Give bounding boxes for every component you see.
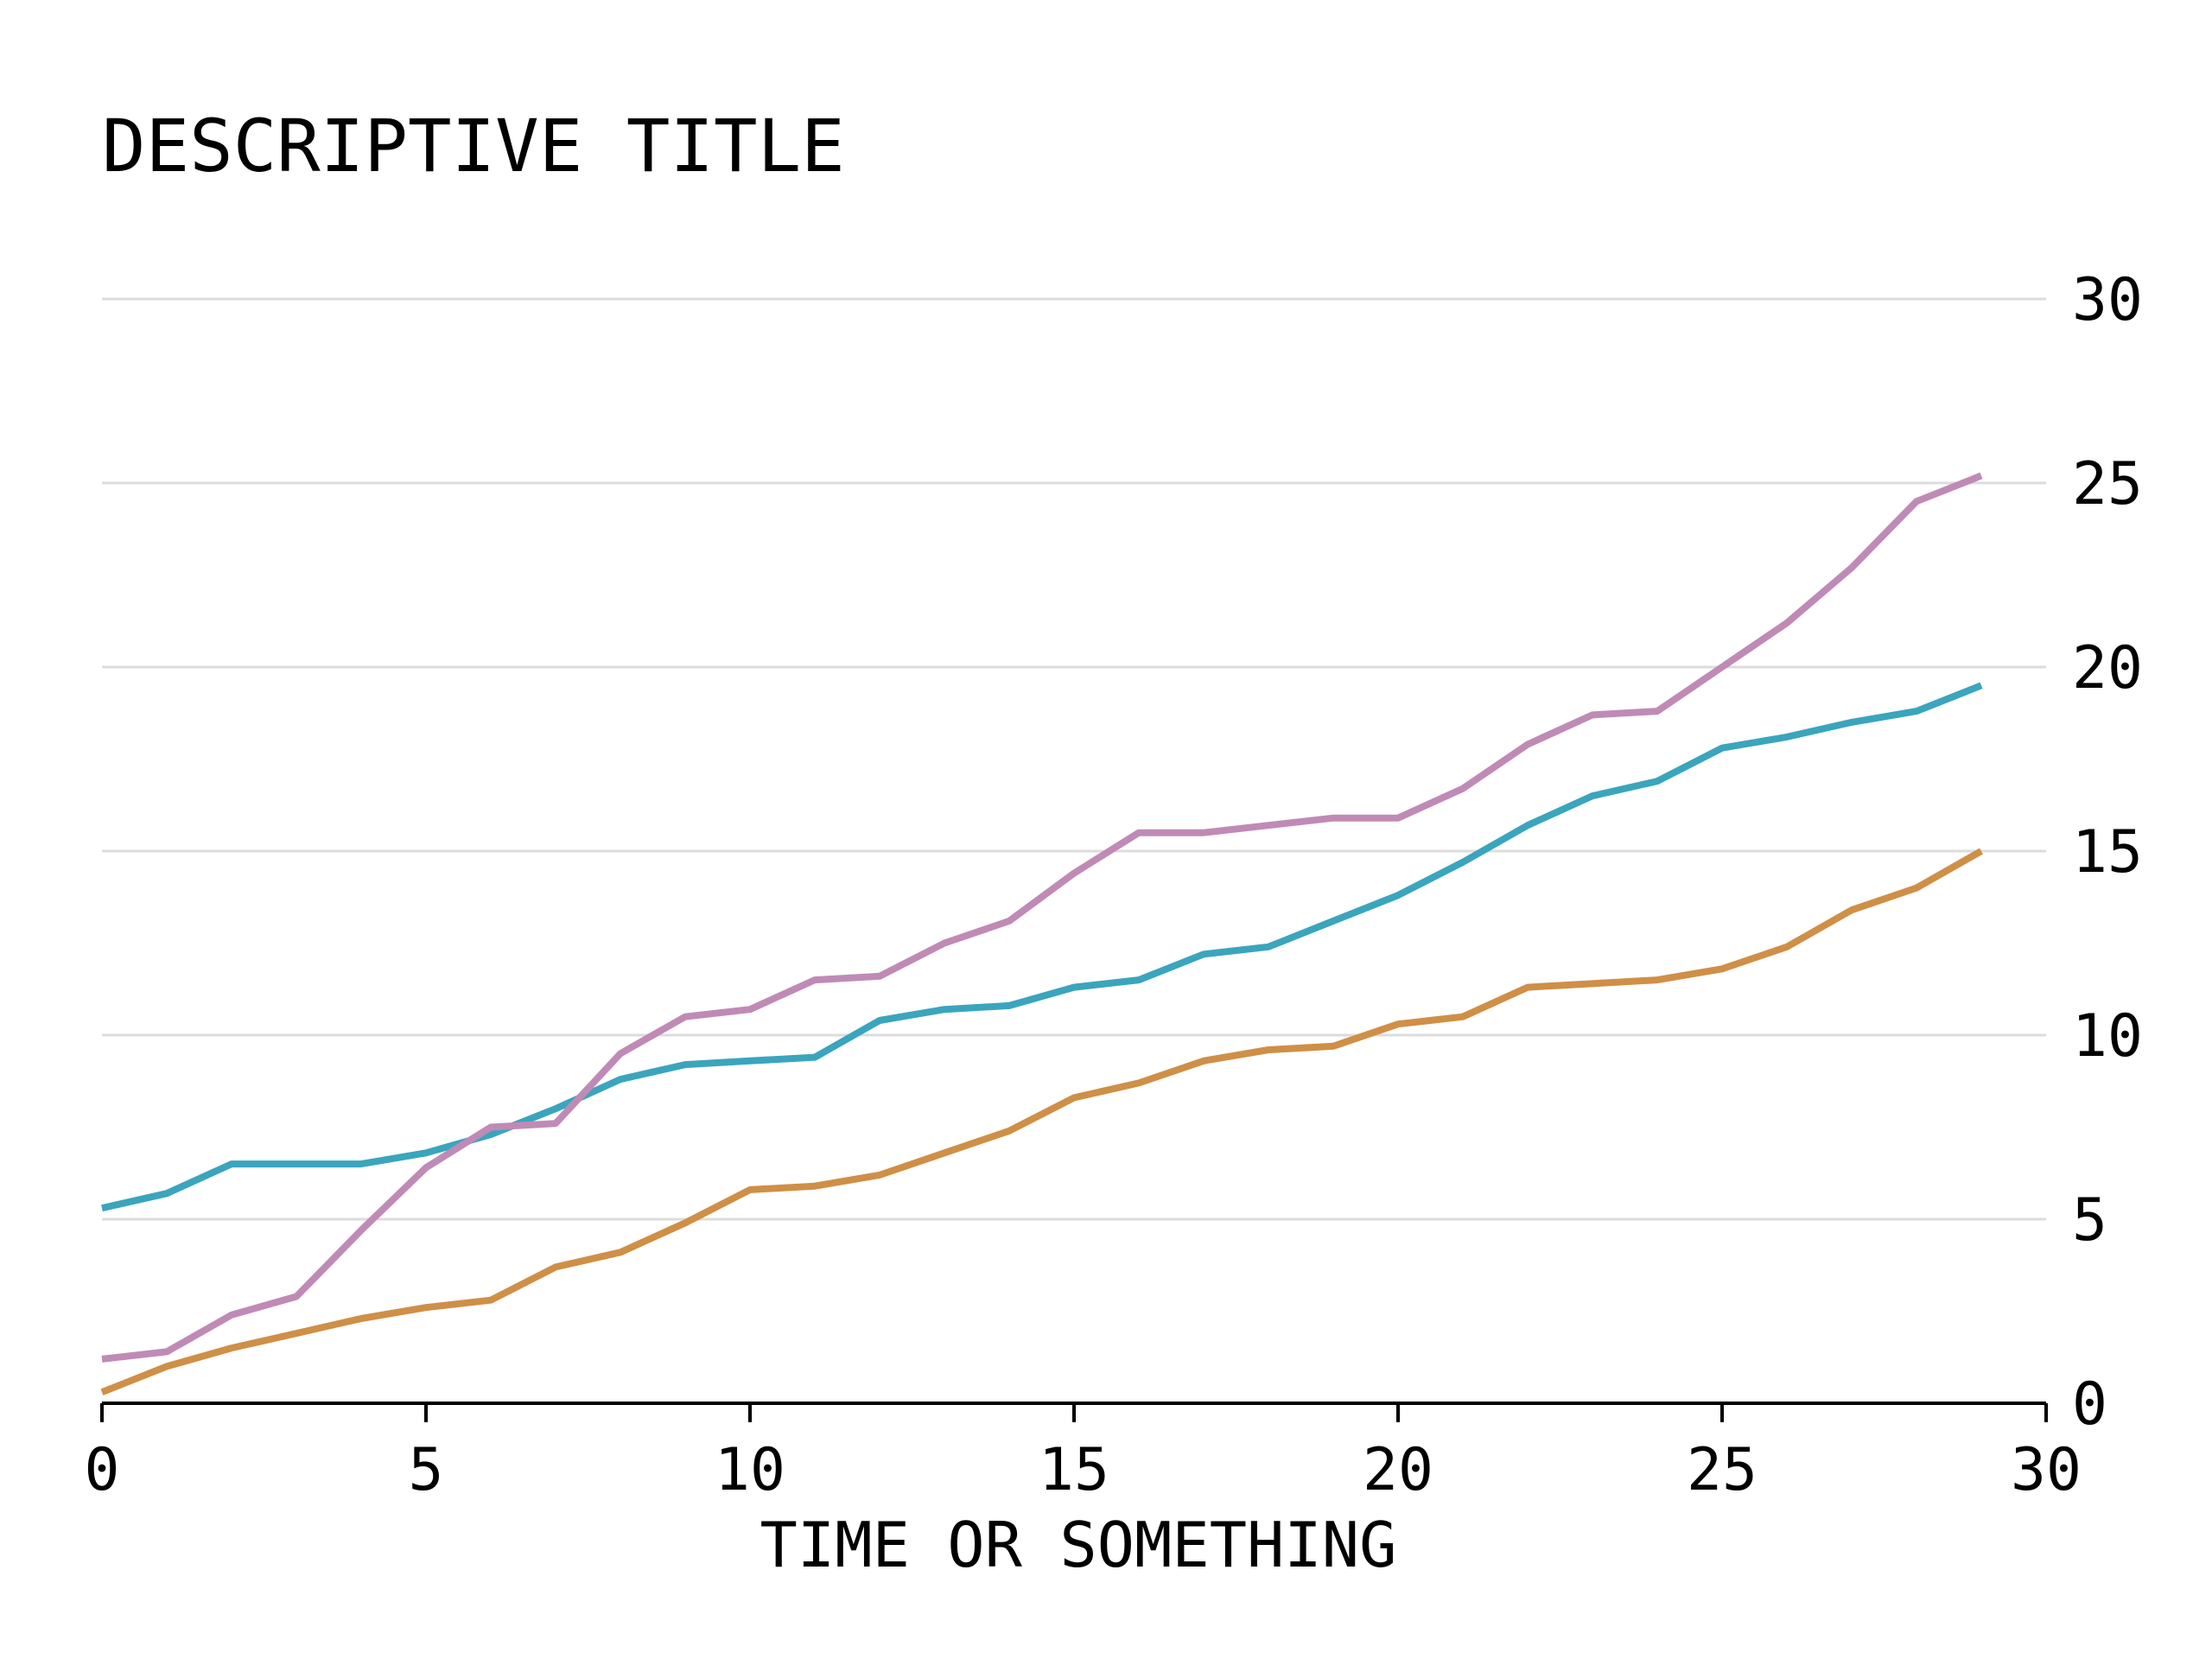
y-tick-label: 25 [2072, 450, 2143, 518]
y-tick-label: 15 [2072, 818, 2143, 887]
y-tick-label: 30 [2072, 266, 2143, 334]
x-tick-label: 30 [2011, 1436, 2082, 1504]
x-tick-label: 5 [409, 1436, 444, 1504]
y-tick-label: 0 [2072, 1370, 2107, 1439]
series-line-1 [101, 682, 1983, 1212]
gridlines [102, 297, 2046, 1221]
series-lines [100, 472, 1983, 1395]
x-tick-label: 25 [1687, 1436, 1758, 1504]
x-tick-label: 0 [85, 1436, 120, 1504]
y-tick-label: 5 [2072, 1186, 2107, 1255]
y-tick-label: 20 [2072, 634, 2143, 702]
x-tick-label: 20 [1363, 1436, 1433, 1504]
series-line-2 [101, 472, 1983, 1363]
x-tick-label: 10 [715, 1436, 785, 1504]
x-axis-label: TIME OR SOMETHING [760, 1509, 1397, 1581]
x-axis: 0 5 10 15 20 25 30 [85, 1402, 2082, 1504]
y-tick-label: 10 [2072, 1002, 2143, 1071]
y-axis: 0 5 10 15 20 25 30 [2072, 266, 2143, 1439]
x-tick-label: 15 [1039, 1436, 1109, 1504]
series-line-3 [100, 848, 1983, 1395]
chart-title: DESCRIPTIVE TITLE [102, 104, 845, 188]
